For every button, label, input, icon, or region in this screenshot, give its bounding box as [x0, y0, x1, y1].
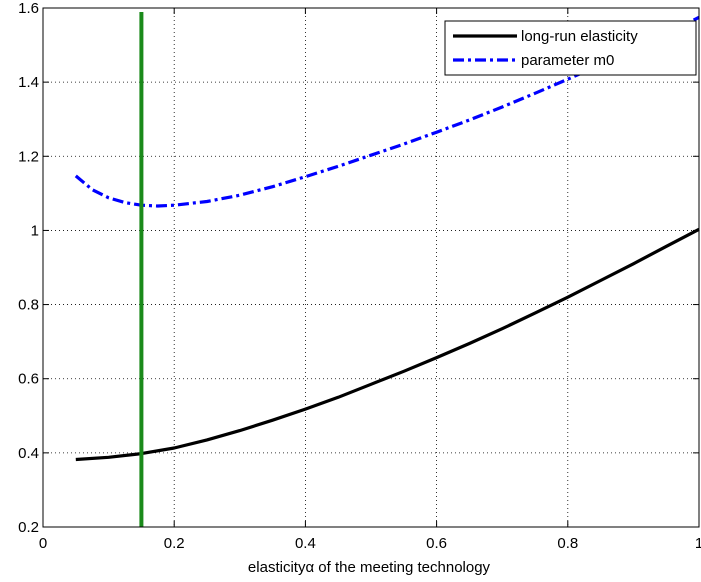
- y-tick-label: 1.2: [18, 148, 39, 165]
- series-line-long-run-elasticity: [75, 227, 700, 462]
- y-tick-label: 0.8: [18, 297, 39, 314]
- y-tick-label: 1.4: [18, 74, 39, 91]
- x-axis-label: elasticityα of the meeting technology: [248, 559, 491, 576]
- grid-lines: [43, 8, 699, 527]
- x-tick-label: 0.8: [557, 535, 578, 552]
- legend-label: long-run elasticity: [521, 28, 638, 45]
- x-tick-label: 0.4: [295, 535, 316, 552]
- y-tick-label: 0.4: [18, 445, 39, 462]
- y-tick-label: 1: [31, 222, 39, 239]
- tick-layer: 0 0.2 0.4 0.6 0.8 10.20.40.60.811.21.41.6: [18, 0, 701, 552]
- y-tick-label: 0.2: [18, 519, 39, 536]
- y-tick-label: 1.6: [18, 0, 39, 17]
- legend-label: parameter m0: [521, 52, 614, 69]
- x-tick-label: 0: [39, 535, 47, 552]
- x-tick-label: 1: [695, 535, 701, 552]
- legend-box: [444, 20, 697, 76]
- plot-frame: [42, 7, 700, 528]
- x-tick-label: 0.6: [426, 535, 447, 552]
- series-layer: [74, 12, 700, 527]
- x-tick-label: 0.2: [164, 535, 185, 552]
- y-tick-label: 0.6: [18, 371, 39, 388]
- legend: long-run elasticity parameter m0: [444, 20, 697, 76]
